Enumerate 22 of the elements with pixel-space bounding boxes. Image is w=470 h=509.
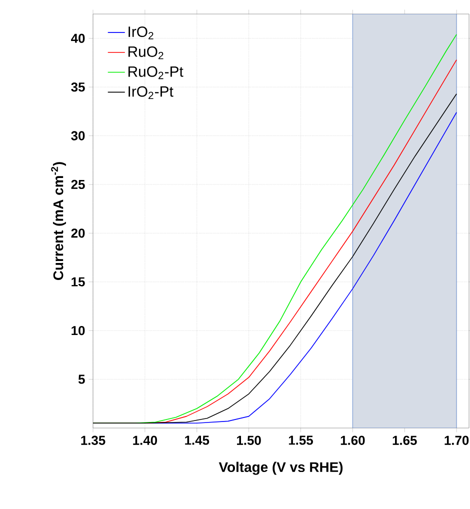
legend-label: IrO$_{2}$ (128, 26, 154, 40)
x-tick-label: 1.55 (288, 436, 313, 445)
y-tick-label: 40 (71, 34, 85, 43)
legend-label: RuO$_{2}$-Pt (128, 66, 184, 80)
y-tick-label: 5 (78, 374, 85, 384)
y-tick-label: 10 (72, 326, 85, 336)
y-tick-label: 35 (71, 82, 85, 92)
x-tick-label: 1.65 (392, 436, 417, 445)
x-tick-label: 1.40 (133, 436, 158, 445)
x-tick-label: 1.45 (185, 436, 210, 445)
y-tick-label: 30 (71, 131, 85, 140)
y-tick-label: 15 (72, 277, 85, 286)
y-axis-title: Current (mA cm$^{-2}$) (51, 162, 66, 280)
y-tick-label: 25 (71, 180, 85, 190)
x-tick-label: 1.70 (444, 436, 469, 445)
legend-label: RuO$_{2}$ (128, 46, 164, 60)
x-axis-title: Voltage (V vs RHE) (218, 462, 343, 475)
x-tick-label: 1.60 (340, 436, 365, 445)
x-tick-label: 1.50 (237, 436, 261, 445)
x-tick-label: 1.35 (81, 436, 106, 445)
legend-label: IrO$_{2}$-Pt (128, 86, 174, 99)
y-tick-label: 20 (71, 228, 85, 238)
